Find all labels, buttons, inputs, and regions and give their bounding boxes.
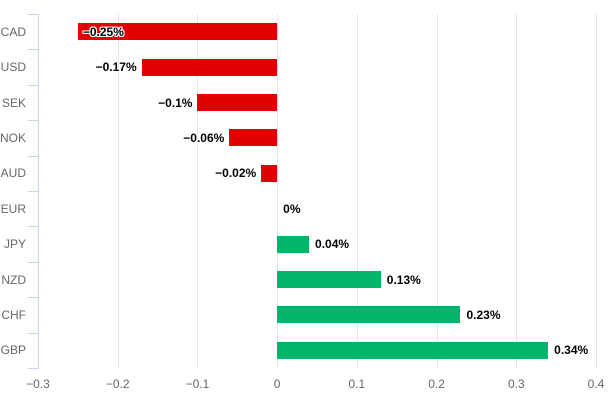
bar-cad — [77, 23, 278, 41]
bar-nok — [229, 129, 278, 147]
x-axis-tick-label: 0.2 — [428, 377, 445, 391]
category-label-sek: SEK — [1, 95, 26, 110]
bar-aud — [261, 164, 278, 182]
category-label-gbp: GBP — [0, 343, 26, 358]
bar-value-label-cad: −0.25% — [82, 24, 124, 39]
y-axis-tick — [28, 297, 38, 299]
gridline — [356, 14, 358, 368]
y-axis-tick — [28, 120, 38, 122]
bar-value-label-chf: 0.23% — [466, 307, 501, 322]
x-axis-tick-label: −0.1 — [185, 377, 210, 391]
gridline — [277, 14, 279, 368]
gridline — [197, 14, 199, 368]
bar-chf — [277, 306, 461, 324]
x-axis-tick-label: −0.3 — [26, 377, 50, 391]
x-axis-tick-label: 0.1 — [348, 377, 366, 391]
bar-sek — [197, 94, 278, 111]
gridline — [516, 14, 518, 368]
gridline — [117, 14, 119, 368]
bar-value-label-gbp: 0.34% — [554, 343, 589, 358]
x-axis-tick-label: 0.3 — [507, 377, 525, 391]
category-label-cad: CAD — [0, 24, 26, 39]
x-axis-tick-label: 0.4 — [587, 377, 605, 391]
bar-value-label-usd: −0.17% — [95, 60, 137, 75]
y-axis-tick — [28, 14, 38, 15]
category-label-nzd: NZD — [1, 272, 26, 287]
bar-gbp — [277, 341, 549, 359]
bar-value-label-eur: 0% — [283, 201, 301, 216]
gridline — [436, 14, 438, 368]
y-axis-tick — [28, 49, 38, 51]
bar-value-label-sek: −0.1% — [158, 95, 193, 110]
y-axis-tick — [28, 84, 38, 86]
y-axis-tick — [28, 332, 38, 334]
bar-value-label-aud: −0.02% — [215, 166, 257, 181]
gridline — [596, 14, 597, 368]
x-axis-tick-label: 0 — [273, 377, 281, 391]
category-label-chf: CHF — [1, 307, 26, 322]
y-axis-tick — [28, 191, 38, 192]
bar-jpy — [277, 235, 310, 253]
y-axis-line — [38, 14, 39, 369]
category-label-usd: USD — [0, 60, 26, 75]
bar-value-label-jpy: 0.04% — [315, 237, 350, 252]
x-axis-tick-label: −0.2 — [105, 377, 130, 391]
bar-value-label-nok: −0.06% — [183, 130, 225, 145]
y-axis-tick — [28, 155, 38, 157]
bar-value-label-nzd: 0.13% — [386, 272, 421, 287]
category-label-jpy: JPY — [3, 237, 26, 252]
bar-nzd — [277, 271, 381, 288]
category-label-eur: EUR — [0, 201, 26, 216]
y-axis-tick — [28, 261, 38, 263]
y-axis-tick — [28, 368, 38, 369]
category-label-nok: NOK — [0, 130, 26, 145]
category-label-aud: AUD — [0, 166, 26, 181]
y-axis-tick — [28, 226, 38, 228]
bar-usd — [141, 58, 278, 76]
